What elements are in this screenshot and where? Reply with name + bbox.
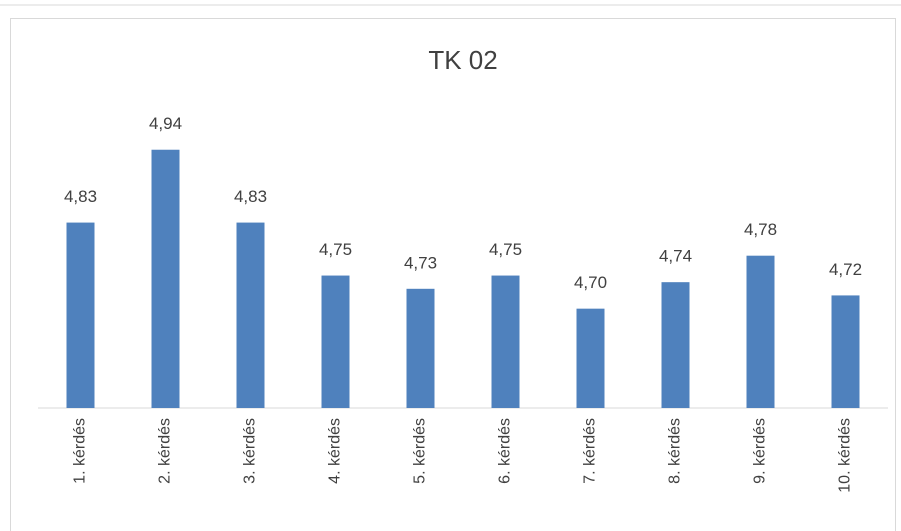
x-tick-label: 4. kérdés	[327, 418, 344, 484]
bar	[321, 275, 350, 408]
x-tick-label: 10. kérdés	[837, 418, 854, 493]
x-tick-label: 9. kérdés	[752, 418, 769, 484]
data-label: 4,78	[744, 220, 777, 239]
x-tick-label: 5. kérdés	[412, 418, 429, 484]
bar	[151, 149, 180, 408]
x-tick-label: 6. kérdés	[497, 418, 514, 484]
bar	[66, 222, 95, 408]
data-label: 4,72	[829, 260, 862, 279]
x-tick-label: 7. kérdés	[582, 418, 599, 484]
bar	[491, 275, 520, 408]
x-tick-label: 8. kérdés	[667, 418, 684, 484]
data-label: 4,94	[149, 114, 182, 133]
data-label: 4,73	[404, 253, 437, 272]
data-label: 4,83	[234, 187, 267, 206]
x-tick-label: 3. kérdés	[242, 418, 259, 484]
bar	[661, 282, 690, 408]
bar	[576, 308, 605, 408]
x-tick-label: 2. kérdés	[157, 418, 174, 484]
bar	[831, 295, 860, 408]
data-label: 4,74	[659, 247, 692, 266]
data-label: 4,75	[489, 240, 522, 259]
bar	[406, 288, 435, 408]
data-label: 4,75	[319, 240, 352, 259]
bar	[746, 255, 775, 408]
x-tick-label: 1. kérdés	[72, 418, 89, 484]
chart-title: TK 02	[428, 45, 497, 75]
data-label: 4,83	[64, 187, 97, 206]
data-label: 4,70	[574, 273, 607, 292]
bar	[236, 222, 265, 408]
